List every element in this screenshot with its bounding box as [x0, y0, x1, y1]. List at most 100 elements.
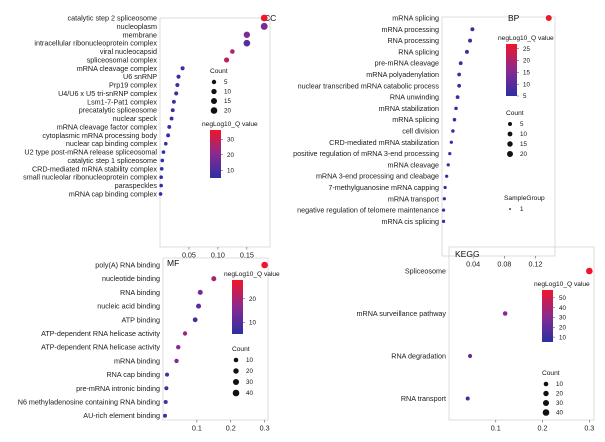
data-point[interactable] — [175, 82, 180, 88]
data-point[interactable] — [167, 124, 172, 129]
term-label: mRNA cap binding complex — [69, 189, 158, 198]
count-legend-label: 15 — [224, 98, 231, 105]
count-legend-dot — [507, 141, 513, 147]
count-legend-dot — [543, 390, 549, 397]
color-legend-label: 20 — [559, 324, 566, 331]
count-legend-dot — [543, 381, 549, 387]
term-label: poly(A) RNA binding — [95, 261, 160, 270]
data-point[interactable] — [159, 175, 163, 180]
count-legend-label: 20 — [556, 391, 563, 398]
data-point[interactable] — [451, 129, 455, 133]
color-legend-label: 50 — [559, 295, 566, 302]
data-point[interactable] — [163, 141, 168, 146]
count-legend-dot — [542, 409, 550, 416]
count-legend-title: Count — [542, 370, 560, 377]
data-point[interactable] — [452, 117, 457, 122]
plot-frame — [441, 16, 556, 257]
plot-frame — [162, 257, 269, 421]
color-legend-label: 20 — [227, 152, 234, 159]
term-label: AU-rich element binding — [83, 411, 160, 420]
data-point[interactable] — [260, 22, 268, 30]
data-point[interactable] — [243, 31, 251, 38]
term-label: membrane — [123, 30, 157, 39]
data-point[interactable] — [586, 267, 593, 275]
data-point[interactable] — [174, 91, 179, 96]
data-point[interactable] — [446, 163, 450, 167]
data-point[interactable] — [169, 116, 174, 121]
data-point[interactable] — [470, 27, 475, 32]
color-legend-label: 25 — [523, 46, 530, 53]
count-legend-label: 20 — [246, 368, 253, 375]
data-point[interactable] — [171, 99, 176, 104]
panel-cc: CC 0.05 0.10 0.15 catalytic step 2 spliceoso… — [23, 13, 276, 260]
x-tick-label: 0.05 — [182, 251, 196, 260]
count-legend-dot — [507, 151, 513, 157]
data-point[interactable] — [158, 192, 163, 196]
term-label: 7-methylguanosine mRNA capping — [328, 183, 439, 192]
plot-frame — [159, 17, 271, 248]
color-legend-bar — [232, 280, 243, 334]
color-legend-label: 30 — [559, 315, 566, 322]
data-point[interactable] — [457, 72, 462, 77]
data-point[interactable] — [454, 106, 458, 111]
data-point[interactable] — [163, 413, 168, 418]
data-point[interactable] — [192, 317, 198, 323]
term-label: RNA cap binding — [106, 370, 160, 379]
data-point[interactable] — [197, 289, 203, 295]
x-tick-label: 0.15 — [240, 251, 254, 260]
term-label: precatalytic spliceosome — [79, 106, 157, 115]
term-label: positive regulation of mRNA 3-end proces… — [293, 149, 439, 158]
data-point[interactable] — [464, 49, 469, 54]
term-label: mRNA 3-end processing and cleabage — [316, 172, 439, 181]
data-point[interactable] — [467, 353, 473, 359]
data-point[interactable] — [159, 183, 163, 188]
color-legend-label: 20 — [523, 58, 530, 65]
data-point[interactable] — [468, 38, 473, 43]
term-label: small nucleolar ribonucleoprotein comple… — [23, 173, 157, 182]
data-point[interactable] — [243, 39, 251, 47]
data-point[interactable] — [449, 140, 453, 144]
data-point[interactable] — [170, 108, 175, 113]
data-point[interactable] — [465, 396, 470, 401]
count-legend-dot — [233, 357, 239, 363]
term-label: N6 methyladenosine containing RNA bindin… — [18, 398, 160, 407]
data-point[interactable] — [163, 399, 168, 405]
data-point[interactable] — [455, 95, 460, 99]
data-point[interactable] — [441, 219, 446, 224]
data-point[interactable] — [545, 15, 552, 21]
term-label: CRD-mediated mRNA stability complex — [32, 164, 157, 173]
data-point[interactable] — [165, 372, 170, 377]
color-legend-label: 30 — [227, 136, 234, 143]
data-point[interactable] — [159, 167, 164, 171]
group-legend-dot — [509, 208, 511, 210]
data-point[interactable] — [182, 331, 188, 336]
data-point[interactable] — [230, 49, 235, 54]
term-label: catalytic step 2 spliceosome — [68, 14, 158, 23]
data-point[interactable] — [261, 261, 268, 269]
data-point[interactable] — [161, 150, 166, 154]
data-point[interactable] — [176, 345, 181, 350]
data-point[interactable] — [442, 197, 446, 201]
data-point[interactable] — [448, 151, 452, 156]
data-point[interactable] — [166, 133, 171, 138]
term-label: U4/U6 x U5 tri-snRNP complex — [58, 89, 157, 98]
plot-frame — [448, 246, 595, 421]
data-point[interactable] — [196, 303, 202, 309]
data-point[interactable] — [445, 174, 449, 178]
panel-title: CC — [264, 13, 276, 23]
data-point[interactable] — [180, 66, 185, 71]
data-point[interactable] — [160, 158, 165, 163]
data-point[interactable] — [174, 358, 179, 364]
data-point[interactable] — [164, 386, 169, 391]
data-point[interactable] — [458, 61, 463, 66]
data-point[interactable] — [502, 311, 508, 316]
term-label: RNA binding — [120, 288, 160, 297]
data-point[interactable] — [211, 276, 217, 282]
x-tick-label: 0.2 — [226, 424, 236, 433]
data-point[interactable] — [223, 57, 230, 63]
data-point[interactable] — [443, 185, 447, 190]
data-point[interactable] — [457, 83, 462, 88]
data-point[interactable] — [260, 14, 268, 22]
data-point[interactable] — [176, 74, 181, 79]
data-point[interactable] — [441, 208, 446, 212]
